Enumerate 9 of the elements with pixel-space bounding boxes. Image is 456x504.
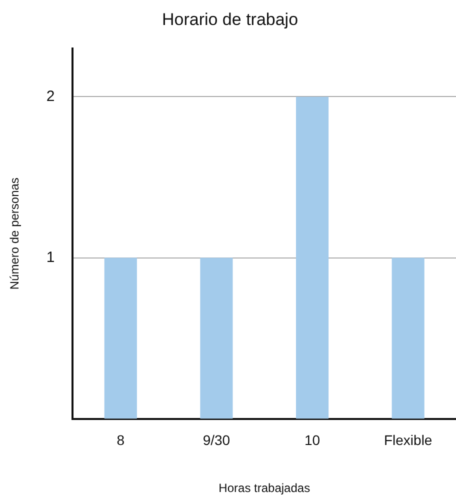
x-tick-label: 9/30: [202, 432, 230, 448]
y-tick-label: 1: [46, 248, 55, 266]
y-tick-label: 2: [46, 88, 55, 105]
x-tick-label: 8: [116, 432, 125, 448]
x-axis-title: Horas trabajadas: [218, 481, 310, 496]
x-tick-label: Flexible: [384, 432, 432, 448]
x-tick-label: 10: [304, 432, 320, 448]
chart-title: Horario de trabajo: [162, 10, 298, 29]
y-axis-title: Número de personas: [8, 178, 22, 290]
